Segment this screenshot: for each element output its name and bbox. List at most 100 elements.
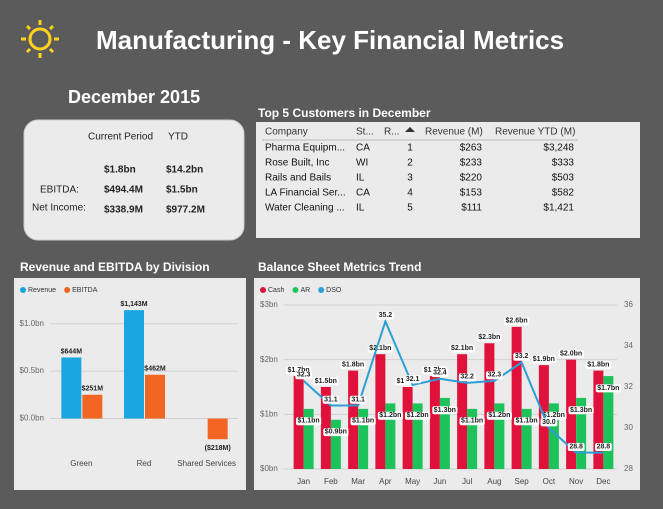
data-label: $1.7bn [288,367,310,374]
data-label: 28.8 [569,443,583,450]
label-box [296,417,322,426]
y2-tick-label: 28 [624,464,633,473]
table-panel [256,122,640,238]
label-box [459,417,485,426]
label-box [567,442,585,451]
label-box [367,344,393,353]
x-tick-label: Jun [433,477,446,486]
x-tick-label: Mar [351,477,365,486]
table-title: Top 5 Customers in December [258,106,431,120]
table-cell: Rose Built, Inc [265,158,329,169]
table-cell: CA [356,188,370,199]
y-tick-label: $0bn [260,464,278,473]
data-label: 28.8 [597,443,611,450]
data-label: $1.1bn [461,418,483,425]
bar [484,343,495,469]
x-tick-label-box: Green [70,459,93,468]
legend-label: AR [300,287,310,294]
bar [467,408,478,469]
label-box [377,411,403,420]
data-label: $2.1bn [369,345,391,352]
sort-arrow [405,127,415,132]
bar [330,419,341,469]
label-box [431,369,449,378]
kpi-value: $494.4M [104,185,143,196]
table-cell: $582 [552,188,575,199]
table-cell: $220 [460,173,483,184]
data-label: $1.9bn [533,356,555,363]
data-label: 32.1 [406,376,420,383]
bar [457,354,468,469]
data-label: 32.2 [460,374,474,381]
data-label: $251M [82,386,104,393]
y2-tick-label: 36 [624,300,633,309]
bar [566,359,577,469]
label-box [513,352,531,361]
kpi-value: $977.2M [166,205,205,216]
data-label: 33.2 [515,353,529,360]
bar [548,403,559,469]
bar [207,418,228,440]
bar [576,397,587,469]
legend-marker [20,287,26,293]
bar [124,310,144,419]
kpi-label: EBITDA: [40,185,79,196]
table-cell: 3 [407,173,413,184]
y-tick-label: $1bn [260,409,278,418]
label-box [313,377,339,386]
table-cell: 1 [407,143,413,154]
table-cell: Pharma Equipm... [265,143,345,154]
data-label: $1.8bn [342,361,364,368]
table-cell: 2 [407,158,413,169]
data-label: ($218M) [205,445,231,452]
kpi-value: $14.2bn [166,165,203,176]
label-box [295,371,313,380]
data-label: $1.7bn [597,385,619,392]
bar [494,403,505,469]
y-tick-label: $3bn [260,300,278,309]
table-cell: $503 [552,173,575,184]
bar [439,397,450,469]
column-header: Revenue (M) [425,127,483,138]
x-tick-label-box: Red [137,459,152,468]
x-tick-label: Dec [596,477,610,486]
bar [82,394,103,419]
bar [511,326,522,469]
bar [429,376,440,469]
data-label: 31.1 [351,396,365,403]
data-label: $1.5bn [315,378,337,385]
data-label: 35.2 [379,312,393,319]
data-label: $1.3bn [570,407,592,414]
label-box [585,360,611,369]
label-box [404,375,422,384]
data-label: $1.1bn [516,418,538,425]
y2-tick-label: 32 [624,382,633,391]
data-label: $1.1bn [352,418,374,425]
label-box [504,317,530,326]
data-label: 32.3 [297,372,311,379]
subtitle: December 2015 [68,87,200,107]
y-tick-label: $0.0bn [20,414,44,423]
label-box [458,373,476,382]
label-box [595,442,612,451]
x-tick-label: Green [70,459,93,468]
bar [603,376,614,469]
table-cell: $153 [460,188,483,199]
table-cell: CA [356,143,370,154]
label-box [486,371,503,380]
label-box [350,417,376,426]
data-label: $644M [61,348,83,355]
data-label: 32.3 [488,372,502,379]
data-label: $1,143M [120,301,147,308]
kpi-column: Current Period [88,132,153,143]
table-cell: IL [356,203,365,214]
table-cell: $111 [461,203,482,214]
bar [412,403,423,469]
table-cell: IL [356,173,365,184]
label-box [540,418,558,427]
y-tick-label: $1.0bn [20,319,44,328]
y-tick-label: $0.5bn [20,366,44,375]
table-cell: $233 [460,158,483,169]
label-box [449,344,475,353]
column-header: R... [384,127,400,138]
